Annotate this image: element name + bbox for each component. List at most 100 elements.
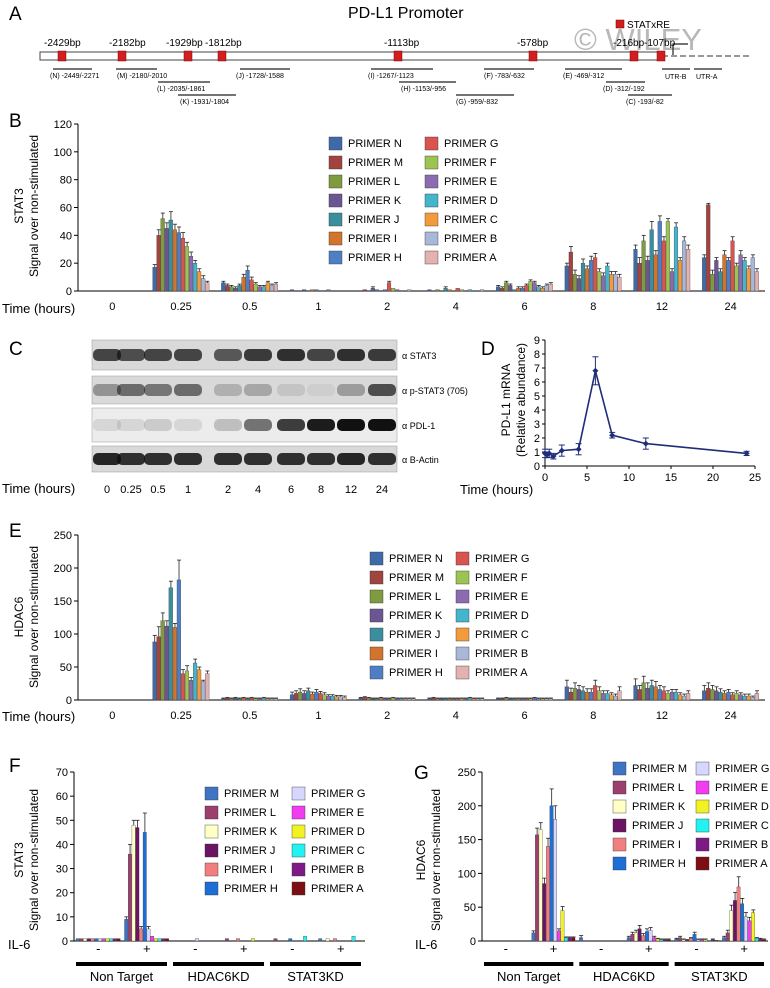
bar-primer-c: [609, 274, 614, 292]
legend-label-primer-g: PRIMER G: [715, 763, 769, 775]
bar-primer-h: [520, 288, 525, 292]
bar-primer-m: [706, 687, 711, 701]
bar-primer-a: [116, 938, 121, 942]
blot-lane-label: 1: [185, 484, 191, 496]
bar-primer-h: [314, 691, 319, 701]
legend-swatch-primer-b: [424, 231, 439, 246]
bar-primer-h: [382, 289, 388, 292]
bar-primer-k: [645, 687, 650, 701]
bar-primer-d: [261, 697, 266, 701]
bar-primer-n: [496, 698, 501, 701]
statxre-site: [656, 50, 666, 62]
legend-label-primer-d: PRIMER D: [444, 195, 498, 207]
bar-primer-m: [500, 698, 505, 701]
bar-primer-e: [532, 697, 537, 701]
bar-primer-a: [714, 940, 719, 942]
x-tick-label: 24: [725, 710, 737, 722]
data-point: [550, 453, 557, 460]
blot-band: [277, 419, 305, 431]
group-label: Non Target: [90, 969, 154, 984]
bar-primer-k: [164, 228, 169, 292]
x-tick-label: 24: [725, 301, 737, 313]
bar-primer-n: [702, 257, 707, 292]
bar-primer-a: [666, 939, 671, 942]
blot-band: [368, 384, 396, 396]
bar-primer-l: [572, 687, 577, 701]
legend-swatch-primer-k: [612, 799, 627, 814]
bar-primer-m: [568, 251, 573, 292]
legend-label-primer-d: PRIMER D: [311, 826, 365, 838]
bar-primer-f: [734, 265, 739, 292]
il6-sign: -: [193, 941, 197, 956]
bar-primer-c: [197, 669, 202, 701]
bar-primer-n: [702, 690, 707, 701]
bar-primer-l: [678, 937, 682, 942]
bar-primer-j: [237, 698, 242, 701]
bar-primer-g: [455, 288, 460, 292]
bar-primer-i: [310, 289, 315, 292]
bar-primer-i: [447, 289, 452, 292]
bar-primer-c: [157, 938, 162, 942]
blot-band: [307, 453, 335, 465]
bar-primer-i: [447, 698, 452, 701]
bar-primer-b: [613, 695, 618, 701]
bar-primer-d: [251, 938, 255, 942]
x-tick-label: 2: [384, 301, 390, 313]
bar-primer-m: [75, 938, 80, 942]
bar-primer-d: [560, 910, 565, 942]
bar-primer-d: [330, 695, 335, 701]
bar-primer-c: [746, 695, 751, 701]
x-tick-label: 0: [109, 710, 115, 722]
y-tick-label: 200: [458, 801, 476, 813]
bar-primer-l: [366, 697, 371, 701]
bar-primer-n: [633, 685, 638, 701]
legend-label-primer-n: PRIMER N: [389, 553, 443, 565]
bar-primer-k: [83, 938, 87, 942]
bar-primer-m: [124, 919, 129, 942]
bar-primer-b: [750, 697, 755, 701]
y-tick-label: 4: [534, 405, 540, 417]
x-tick-label: 6: [521, 710, 527, 722]
legend-swatch-primer-i: [204, 862, 219, 877]
legend-swatch-primer-c: [455, 627, 470, 642]
il6-sign: +: [645, 941, 653, 956]
panel-letter-a: A: [9, 4, 22, 25]
bar-primer-c: [707, 940, 711, 942]
bar-primer-e: [738, 694, 743, 701]
bar-primer-b: [407, 698, 412, 701]
bar-primer-k: [233, 697, 238, 701]
bar-primer-n: [358, 697, 363, 701]
bar-primer-h: [645, 931, 649, 942]
x-tick-label: 0.5: [242, 301, 257, 313]
bar-primer-d: [536, 698, 541, 701]
data-point: [575, 446, 582, 453]
y-tick-label: 1: [534, 447, 540, 459]
legend-swatch-primer-n: [369, 551, 384, 566]
legend-label-primer-b: PRIMER B: [715, 839, 768, 851]
il6-sign: -: [504, 941, 508, 956]
bar-primer-e: [463, 698, 468, 701]
legend-swatch-primer-h: [204, 881, 219, 896]
bar-primer-d: [193, 662, 198, 701]
y-tick-label: 0: [66, 695, 72, 707]
bar-primer-e: [188, 256, 194, 292]
y-tick-label: 8: [534, 349, 540, 361]
blot-band: [174, 453, 202, 465]
bar-primer-d: [261, 286, 266, 292]
bar-primer-a: [686, 693, 691, 701]
bar-primer-i: [653, 686, 658, 701]
legend-swatch-primer-f: [455, 570, 470, 585]
bar-primer-f: [459, 289, 464, 292]
bar-primer-l: [641, 240, 646, 292]
bar-primer-j: [512, 698, 517, 701]
bar-primer-g: [661, 240, 666, 292]
bar-primer-h: [692, 934, 697, 942]
blot-band: [244, 349, 272, 361]
primer-region-label: (N) -2449/-2271: [50, 73, 100, 80]
bar-primer-m: [568, 691, 573, 701]
bar-primer-h: [176, 579, 181, 701]
bar-primer-i: [172, 229, 177, 292]
blot-band: [337, 419, 365, 431]
bar-primer-e: [395, 698, 400, 701]
utr-b-label: UTR-B: [665, 74, 687, 81]
